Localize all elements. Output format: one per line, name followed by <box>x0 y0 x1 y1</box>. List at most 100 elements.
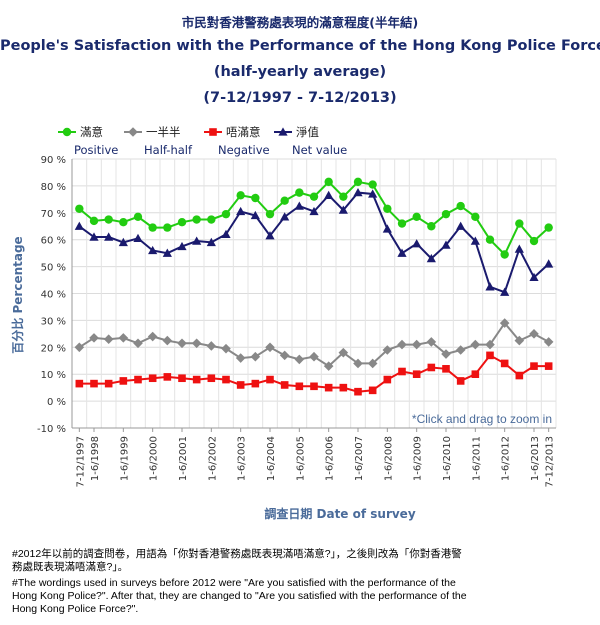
data-point[interactable] <box>133 212 143 222</box>
data-point[interactable] <box>191 338 202 349</box>
data-point[interactable] <box>500 250 509 259</box>
data-point[interactable] <box>103 334 114 345</box>
data-point[interactable] <box>412 212 421 222</box>
data-point[interactable] <box>251 193 260 203</box>
data-point[interactable] <box>236 206 246 216</box>
data-point[interactable] <box>324 383 333 392</box>
data-point[interactable] <box>485 282 495 291</box>
data-point[interactable] <box>368 386 377 395</box>
data-point[interactable] <box>119 377 128 385</box>
data-point[interactable] <box>367 358 378 369</box>
legend-item-half-half[interactable]: 一半半 Half-half <box>124 125 193 157</box>
data-point[interactable] <box>427 363 436 372</box>
data-point[interactable] <box>354 387 362 396</box>
data-point[interactable] <box>426 337 437 347</box>
data-point[interactable] <box>544 362 553 370</box>
data-point[interactable] <box>280 381 289 389</box>
data-point[interactable] <box>222 375 230 384</box>
data-point[interactable] <box>530 362 538 370</box>
data-point[interactable] <box>471 212 480 222</box>
data-point[interactable] <box>382 345 393 355</box>
data-point[interactable] <box>265 342 275 353</box>
data-point[interactable] <box>353 188 363 197</box>
data-point[interactable] <box>309 351 319 362</box>
data-point[interactable] <box>383 375 392 384</box>
data-point[interactable] <box>207 374 216 383</box>
data-point[interactable] <box>104 232 114 241</box>
data-point[interactable] <box>90 379 98 388</box>
data-point[interactable] <box>500 287 510 296</box>
data-point[interactable] <box>265 231 275 240</box>
data-point[interactable] <box>441 209 451 219</box>
data-point[interactable] <box>74 342 85 353</box>
data-point[interactable] <box>236 381 245 389</box>
data-point[interactable] <box>118 333 129 343</box>
data-point[interactable] <box>251 379 260 388</box>
data-point[interactable] <box>368 189 378 198</box>
data-point[interactable] <box>104 379 113 388</box>
data-point[interactable] <box>529 272 539 282</box>
data-point[interactable] <box>235 353 246 363</box>
data-point[interactable] <box>118 237 128 247</box>
data-point[interactable] <box>397 339 407 350</box>
data-point[interactable] <box>323 361 334 371</box>
data-point[interactable] <box>324 190 334 199</box>
legend-marker[interactable] <box>209 128 217 136</box>
line-chart[interactable]: -10 % 0 % 10 % 20 % 30 % 40 % 50 % 60 % 70 % 80 %… <box>0 0 600 545</box>
data-point[interactable] <box>441 349 451 359</box>
data-point[interactable] <box>529 236 539 246</box>
data-point[interactable] <box>250 210 260 220</box>
data-point[interactable] <box>279 350 290 361</box>
data-point[interactable] <box>74 221 84 230</box>
data-point[interactable] <box>338 205 348 214</box>
data-point[interactable] <box>427 222 436 231</box>
data-point[interactable] <box>515 219 524 228</box>
data-point[interactable] <box>309 192 319 201</box>
data-point[interactable] <box>163 373 172 381</box>
data-point[interactable] <box>529 329 539 339</box>
data-point[interactable] <box>441 240 451 249</box>
data-point[interactable] <box>221 229 231 238</box>
data-point[interactable] <box>221 343 231 354</box>
data-point[interactable] <box>280 196 289 205</box>
data-point[interactable] <box>206 237 216 247</box>
data-point[interactable] <box>485 339 495 350</box>
data-point[interactable] <box>192 215 201 224</box>
data-point[interactable] <box>544 223 553 232</box>
data-point[interactable] <box>471 370 480 378</box>
legend-item-net-value[interactable]: 淨值 Net value <box>274 125 347 157</box>
data-point[interactable] <box>499 318 510 328</box>
data-point[interactable] <box>324 177 333 187</box>
data-point[interactable] <box>133 233 143 243</box>
legend-marker[interactable] <box>62 127 72 137</box>
data-point[interactable] <box>398 367 406 376</box>
data-point[interactable] <box>456 221 466 230</box>
data-point[interactable] <box>75 379 84 388</box>
data-point[interactable] <box>397 248 407 257</box>
data-point[interactable] <box>89 216 99 226</box>
legend-marker[interactable] <box>128 127 138 137</box>
legend-marker[interactable] <box>278 127 288 136</box>
legend-item-negative[interactable]: 唔滿意 Negative <box>204 125 270 157</box>
legend-item-positive[interactable]: 滿意 Positive <box>58 125 118 157</box>
data-point[interactable] <box>250 351 261 362</box>
data-point[interactable] <box>442 365 450 373</box>
data-point[interactable] <box>514 335 525 346</box>
data-point[interactable] <box>148 245 158 255</box>
data-point[interactable] <box>456 377 465 385</box>
data-point[interactable] <box>426 253 436 263</box>
data-point[interactable] <box>266 375 274 384</box>
data-point[interactable] <box>162 335 173 346</box>
data-point[interactable] <box>75 204 84 213</box>
data-point[interactable] <box>514 244 524 253</box>
data-point[interactable] <box>368 180 377 189</box>
data-point[interactable] <box>119 218 128 227</box>
data-point[interactable] <box>294 354 305 365</box>
data-point[interactable] <box>148 374 157 383</box>
data-point[interactable] <box>353 358 363 369</box>
data-point[interactable] <box>177 338 187 349</box>
data-point[interactable] <box>456 201 465 211</box>
data-point[interactable] <box>104 215 113 224</box>
data-point[interactable] <box>89 333 99 343</box>
data-point[interactable] <box>455 345 466 355</box>
